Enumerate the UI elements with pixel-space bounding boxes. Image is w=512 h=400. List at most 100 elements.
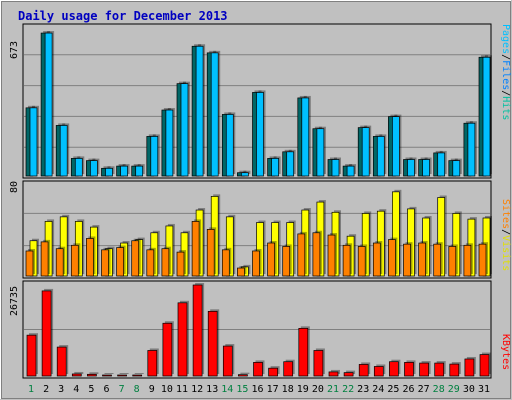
bar-pages [407,157,417,177]
bar-sites-face [176,251,185,277]
bar-kbytes [207,309,220,377]
bar-kbytes-face [313,350,324,377]
bar-sites [282,244,292,277]
bar-sites-face [403,243,411,277]
bar-pages-face [105,167,113,177]
legend-sites: Sites [500,199,511,229]
bar-pages [467,121,477,177]
bars [25,31,492,377]
bar-kbytes-shadow [74,371,84,374]
bar-pages-face [437,152,446,177]
bar-sites [252,248,262,277]
bar-kbytes-face [87,373,97,377]
bar-sites-face [55,248,64,277]
bar-sites [161,246,171,277]
bar-visits [361,211,372,277]
bar-visits [225,214,236,277]
bar-sites [221,247,232,277]
bar-pages [29,105,39,177]
bar-kbytes-face [373,366,384,377]
legend-pages: Pages [500,24,511,54]
bar-pages [316,126,326,177]
bar-kbytes-face [464,358,475,377]
bar-kbytes [283,359,295,377]
bar-pages-face [286,151,295,177]
bar-sites [433,242,443,277]
bar-pages [241,170,251,177]
bar-pages-face [301,97,310,177]
bar-sites [403,242,413,277]
bar-sites [342,243,353,277]
bar-pages [150,134,160,177]
bar-visits-face [256,222,264,277]
bar-visits [59,214,70,277]
bar-kbytes-face [449,363,460,377]
bar-pages [195,44,206,177]
bar-sites-face [146,249,155,277]
bar-sites [312,230,322,277]
ymax-label-bot: 26735 [9,286,20,316]
bar-pages-face [59,125,68,177]
bar-sites [418,241,428,277]
bar-sites-face [116,247,124,277]
bar-sites [448,244,458,277]
bar-kbytes-face [283,361,294,377]
legend-files: Files [500,60,511,90]
bar-pages-face [135,165,144,177]
x-tick-label: 31 [478,384,490,395]
legend-sep-1: / [500,54,511,60]
bar-pages [59,123,70,177]
bar-kbytes-face [343,372,354,377]
bar-kbytes [343,370,356,377]
bar-pages [331,157,341,177]
bar-pages [271,156,281,177]
bar-kbytes [358,362,371,377]
ymax-label-top: 673 [9,41,20,59]
bar-sites-face [206,229,215,277]
x-tick-label: 21 [327,384,339,395]
bar-sites-face [86,238,94,277]
bar-kbytes [238,372,250,377]
legend-sep-2: / [500,90,511,96]
bar-pages-face [407,159,415,177]
bar-pages [44,31,55,177]
bar-pages [210,50,221,177]
x-tick-label: 15 [236,384,248,395]
bar-kbytes [26,333,38,377]
bar-kbytes-shadow [134,373,144,374]
x-tick-label: 4 [73,384,79,395]
x-tick-label: 23 [357,384,369,395]
bar-pages [90,158,100,177]
bar-kbytes [404,360,416,377]
bar-pages-face [331,159,340,177]
bar-pages [376,134,387,177]
bar-kbytes-face [222,345,233,377]
x-tick-label: 6 [103,384,109,395]
bar-sites [101,247,111,277]
bar-kbytes [389,359,401,377]
bar-sites [55,246,66,277]
bar-pages-face [165,109,174,177]
bar-kbytes [313,348,325,377]
bar-pages-face [422,159,430,177]
bar-sites [297,231,307,277]
bar-sites [237,266,247,277]
bar-kbytes-face [434,362,445,377]
bar-sites [86,236,96,277]
bar-sites [40,239,51,277]
bar-sites-face [478,243,487,277]
x-tick-label: 9 [149,384,155,395]
bar-visits-face [361,213,370,277]
bar-pages-face [195,45,204,177]
bar-visits [407,206,417,277]
bar-pages [165,108,175,177]
bar-sites-face [433,243,442,277]
bar-kbytes-face [268,367,278,377]
x-tick-label: 29 [448,384,460,395]
bar-pages [180,81,190,177]
bar-pages [256,90,266,177]
bar-pages [105,166,115,177]
x-tick-label: 13 [206,384,218,395]
bar-kbytes [479,352,491,377]
bar-kbytes-face [177,302,188,377]
